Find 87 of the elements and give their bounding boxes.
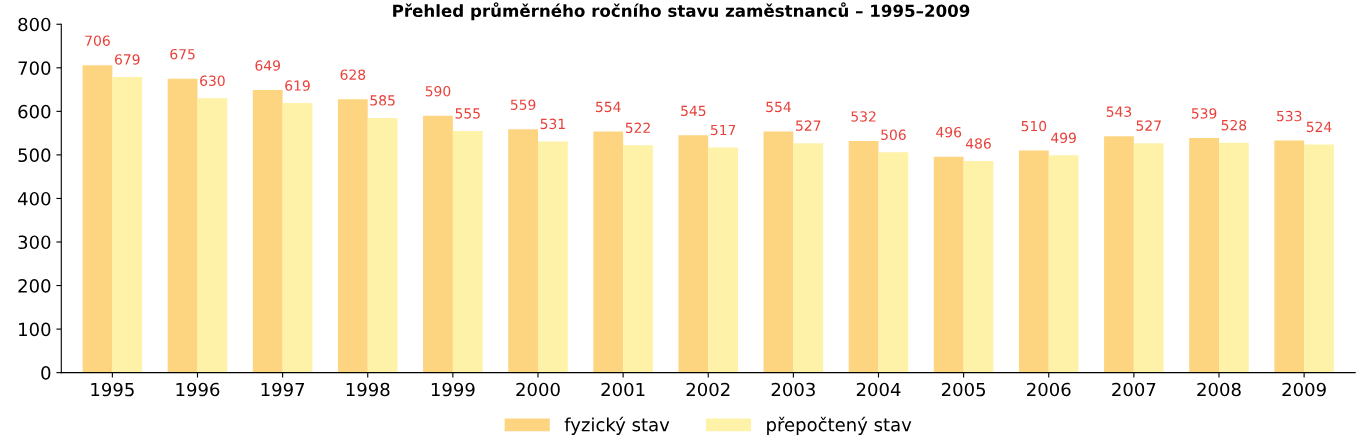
bar [1104, 136, 1134, 373]
x-tick-label: 1995 [91, 382, 134, 397]
bar [1218, 142, 1249, 373]
bar [167, 78, 198, 373]
bar [452, 130, 483, 373]
x-tick-label: 2007 [1112, 382, 1156, 397]
y-tick-label: 200 [18, 279, 51, 293]
x-tick-label: 1997 [261, 382, 305, 397]
bar [367, 117, 398, 373]
bar [1133, 143, 1164, 373]
data-label: 506 [881, 129, 906, 141]
bar [1189, 137, 1219, 373]
bar [1274, 140, 1305, 373]
data-label: 486 [965, 138, 991, 149]
x-tick-label: 2006 [1027, 382, 1071, 397]
data-label: 528 [1221, 119, 1247, 131]
x-tick-label: 1998 [346, 382, 390, 397]
bar [1304, 144, 1334, 373]
bar [337, 99, 368, 373]
data-label: 585 [370, 95, 395, 106]
data-label: 555 [455, 108, 480, 119]
bar [848, 140, 879, 373]
x-tick-label: 2000 [516, 382, 560, 397]
data-label: 675 [170, 48, 195, 60]
data-label: 590 [425, 85, 451, 97]
data-label: 619 [285, 80, 310, 91]
y-tick-label: 500 [18, 148, 51, 163]
x-tick-label: 2009 [1282, 382, 1326, 397]
data-label: 532 [851, 111, 876, 122]
y-tick-label: 0 [41, 366, 51, 380]
legend-label: fyzický stav [564, 416, 670, 435]
data-label: 706 [85, 35, 110, 46]
bar [1018, 150, 1049, 373]
data-label: 517 [710, 124, 736, 136]
chart-title: Přehled průměrného ročního stavu zaměstnanců – 1995–2009 [393, 2, 970, 21]
y-tick-label: 400 [17, 191, 51, 206]
bar [878, 152, 909, 373]
data-label: 543 [1106, 106, 1132, 117]
data-label: 496 [936, 126, 962, 138]
y-tick-label: 600 [18, 104, 51, 119]
data-label: 527 [796, 120, 821, 131]
data-label: 630 [200, 75, 225, 87]
bar [933, 156, 964, 373]
x-tick-label: 2001 [601, 382, 645, 397]
y-tick-label: 700 [18, 61, 51, 75]
data-label: 649 [255, 60, 280, 71]
bar [537, 141, 568, 373]
data-label: 679 [114, 54, 140, 65]
bar [763, 131, 794, 373]
x-tick-label: 2004 [856, 382, 901, 397]
legend-label: přepočtený stav [767, 416, 912, 435]
x-tick-label: 2002 [686, 382, 730, 397]
bar [423, 115, 453, 373]
bar [82, 65, 113, 373]
x-tick-label: 2003 [771, 382, 815, 397]
bar [963, 161, 994, 373]
bar [197, 98, 228, 373]
data-label: 533 [1277, 110, 1302, 122]
y-tick-label: 100 [19, 322, 51, 337]
data-label: 539 [1191, 108, 1217, 119]
bar [678, 135, 709, 373]
y-tick-label: 800 [18, 17, 51, 32]
bar [282, 103, 313, 373]
bar [708, 147, 739, 373]
data-label: 628 [340, 69, 366, 80]
bar [1048, 155, 1079, 373]
bar [252, 90, 283, 373]
bar [508, 129, 538, 373]
x-tick-label: 1996 [176, 382, 220, 397]
bar [623, 145, 653, 373]
data-label: 545 [681, 105, 706, 117]
data-label: 554 [766, 101, 791, 113]
data-label: 554 [596, 101, 621, 113]
bar [793, 143, 824, 373]
bar [593, 131, 624, 373]
data-label: 499 [1051, 132, 1076, 144]
data-label: 531 [540, 118, 565, 130]
data-label: 527 [1136, 120, 1161, 131]
x-tick-label: 1999 [431, 382, 475, 397]
x-tick-label: 2008 [1197, 382, 1241, 397]
y-tick-label: 300 [18, 235, 51, 250]
bar [112, 76, 143, 373]
data-label: 510 [1021, 120, 1047, 132]
data-label: 522 [625, 122, 650, 134]
x-tick-label: 2005 [941, 382, 986, 397]
data-label: 524 [1306, 121, 1332, 133]
data-label: 559 [510, 99, 536, 110]
